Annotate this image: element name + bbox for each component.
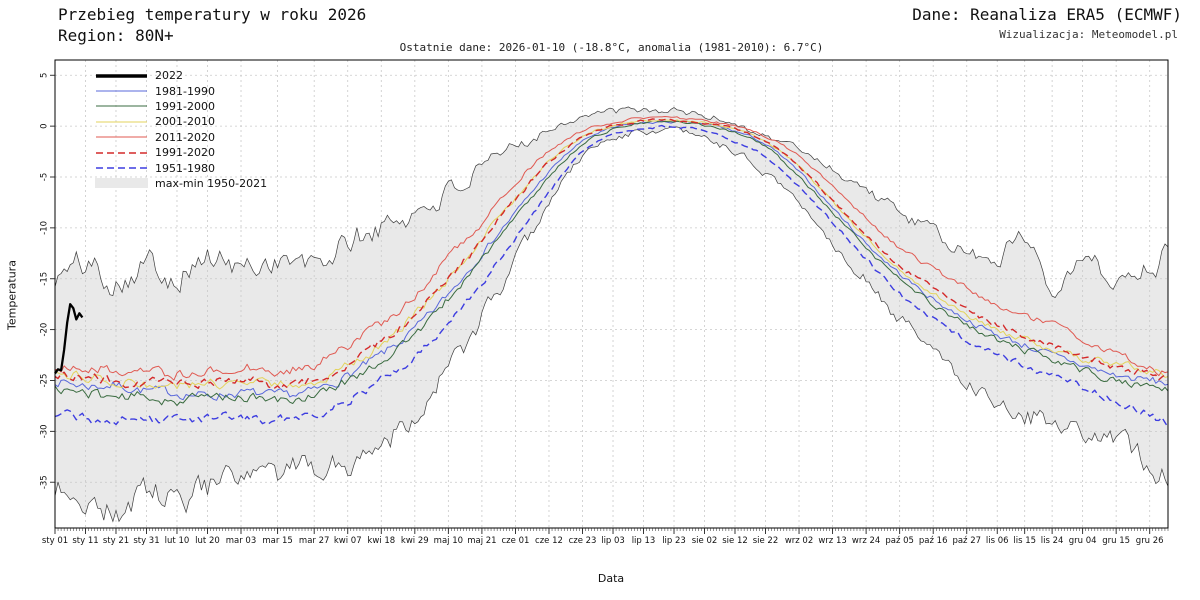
legend-label: 2001-2010 <box>155 115 215 129</box>
svg-text:cze 23: cze 23 <box>569 536 597 546</box>
legend-label: 1991-2020 <box>155 146 215 160</box>
legend-line-swatch <box>96 136 147 138</box>
svg-text:-35: -35 <box>40 475 50 489</box>
data-source-label: Dane: Reanaliza ERA5 (ECMWF) <box>912 5 1182 24</box>
svg-text:-25: -25 <box>40 374 50 388</box>
legend-item: 1991-2000 <box>95 99 267 114</box>
svg-text:paź 16: paź 16 <box>919 536 948 546</box>
legend-line-swatch <box>96 90 147 92</box>
svg-text:maj 21: maj 21 <box>467 536 496 546</box>
svg-text:5: 5 <box>40 73 50 78</box>
svg-text:mar 27: mar 27 <box>299 536 330 546</box>
svg-text:sie 22: sie 22 <box>753 536 779 546</box>
legend-label: 1991-2000 <box>155 99 215 113</box>
legend-label: 1951-1980 <box>155 161 215 175</box>
legend-label: 1981-1990 <box>155 84 215 98</box>
svg-text:0: 0 <box>40 123 50 128</box>
x-axis-label: Data <box>597 572 625 585</box>
svg-text:-10: -10 <box>40 221 50 235</box>
svg-text:lip 23: lip 23 <box>662 536 686 546</box>
svg-text:gru 26: gru 26 <box>1136 536 1164 546</box>
legend-item: max-min 1950-2021 <box>95 176 267 191</box>
y-axis-label: Temperatura <box>5 260 19 330</box>
svg-text:mar 03: mar 03 <box>226 536 257 546</box>
visualization-credit: Wizualizacja: Meteomodel.pl <box>999 28 1178 41</box>
svg-text:sty 21: sty 21 <box>103 536 129 546</box>
svg-text:sie 02: sie 02 <box>692 536 718 546</box>
chart-legend: 2022 1981-1990 1991-2000 2001-2010 2011-2020… <box>95 68 267 191</box>
legend-line-swatch <box>96 151 147 154</box>
legend-label: 2022 <box>155 69 183 83</box>
svg-text:lut 20: lut 20 <box>195 536 220 546</box>
svg-text:maj 10: maj 10 <box>434 536 463 546</box>
svg-text:paź 27: paź 27 <box>952 536 981 546</box>
svg-text:sie 12: sie 12 <box>722 536 748 546</box>
svg-text:sty 01: sty 01 <box>42 536 68 546</box>
svg-text:wrz 24: wrz 24 <box>852 536 880 546</box>
region-label: Region: 80N+ <box>58 26 174 45</box>
svg-text:cze 01: cze 01 <box>502 536 530 546</box>
legend-item: 1981-1990 <box>95 83 267 98</box>
svg-text:kwi 07: kwi 07 <box>334 536 362 546</box>
legend-line-swatch <box>96 105 147 108</box>
svg-text:-15: -15 <box>40 272 50 286</box>
svg-text:sty 11: sty 11 <box>72 536 98 546</box>
svg-text:wrz 02: wrz 02 <box>785 536 813 546</box>
svg-text:lis 15: lis 15 <box>1013 536 1036 546</box>
legend-line-swatch <box>96 121 147 123</box>
legend-band-swatch <box>95 178 148 189</box>
legend-item: 2022 <box>95 68 267 83</box>
svg-text:gru 04: gru 04 <box>1069 536 1097 546</box>
legend-label: 2011-2020 <box>155 130 215 144</box>
svg-text:lis 06: lis 06 <box>986 536 1009 546</box>
svg-text:lip 03: lip 03 <box>601 536 625 546</box>
svg-text:lis 24: lis 24 <box>1041 536 1064 546</box>
legend-line-swatch <box>96 167 147 169</box>
svg-text:wrz 13: wrz 13 <box>818 536 846 546</box>
svg-text:kwi 18: kwi 18 <box>367 536 395 546</box>
svg-text:cze 12: cze 12 <box>535 536 563 546</box>
svg-text:mar 15: mar 15 <box>262 536 293 546</box>
legend-line-swatch <box>96 73 147 78</box>
svg-text:lut 10: lut 10 <box>165 536 190 546</box>
legend-item: 1951-1980 <box>95 160 267 175</box>
page-title: Przebieg temperatury w roku 2026 <box>58 5 367 24</box>
legend-label: max-min 1950-2021 <box>155 176 268 190</box>
svg-text:-20: -20 <box>40 323 50 337</box>
legend-item: 2011-2020 <box>95 130 267 145</box>
svg-text:-5: -5 <box>40 173 50 181</box>
svg-text:paź 05: paź 05 <box>885 536 914 546</box>
svg-text:sty 31: sty 31 <box>133 536 159 546</box>
latest-data-subtitle: Ostatnie dane: 2026-01-10 (-18.8°C, anom… <box>399 41 824 54</box>
legend-item: 2001-2010 <box>95 114 267 129</box>
svg-text:lip 13: lip 13 <box>632 536 656 546</box>
svg-text:kwi 29: kwi 29 <box>401 536 429 546</box>
svg-text:-30: -30 <box>40 424 50 438</box>
legend-item: 1991-2020 <box>95 145 267 160</box>
svg-text:gru 15: gru 15 <box>1102 536 1130 546</box>
